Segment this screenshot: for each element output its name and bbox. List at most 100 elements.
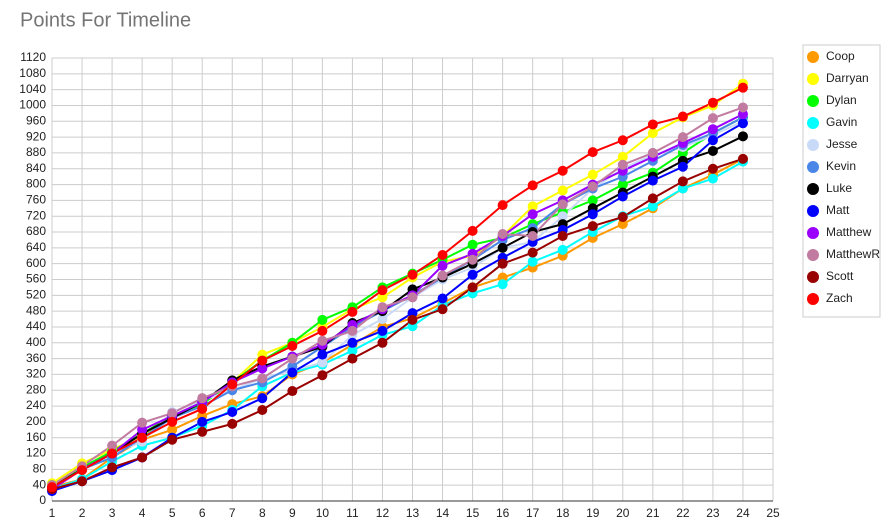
data-point (257, 405, 268, 416)
data-point (527, 180, 538, 191)
legend-label: Luke (826, 181, 852, 195)
data-point (647, 175, 658, 186)
data-point (137, 432, 148, 443)
data-point (557, 199, 568, 210)
chart-title: Points For Timeline (20, 9, 191, 31)
data-point (257, 373, 268, 384)
legend-marker (807, 293, 819, 305)
y-tick-label: 600 (26, 256, 46, 270)
data-point (707, 173, 718, 184)
data-point (587, 147, 598, 158)
data-point (317, 325, 328, 336)
data-point (287, 386, 298, 397)
x-tick-label: 15 (466, 506, 480, 520)
series-line (51, 135, 744, 489)
data-point (587, 209, 598, 220)
data-point (287, 367, 298, 378)
data-point (647, 201, 658, 212)
data-point (677, 161, 688, 172)
x-tick-label: 21 (646, 506, 660, 520)
y-tick-label: 960 (26, 113, 46, 127)
data-point (257, 363, 268, 374)
series-line (51, 157, 744, 491)
data-point (377, 314, 388, 325)
y-tick-label: 0 (39, 493, 46, 507)
data-point (707, 124, 718, 135)
data-point (407, 314, 418, 325)
data-point (407, 292, 418, 303)
data-point (317, 335, 328, 346)
y-tick-label: 1080 (19, 66, 46, 80)
x-tick-label: 12 (376, 506, 390, 520)
series-line (51, 160, 744, 491)
x-tick-label: 24 (736, 506, 750, 520)
data-point (167, 434, 178, 445)
y-tick-label: 480 (26, 303, 46, 317)
legend-label: Coop (826, 49, 855, 63)
data-point (587, 181, 598, 192)
data-point (527, 230, 538, 241)
data-point (437, 249, 448, 260)
data-point (707, 135, 718, 146)
data-point (617, 135, 628, 146)
data-point (707, 97, 718, 108)
x-tick-label: 16 (496, 506, 510, 520)
series-line (51, 120, 744, 490)
data-point (227, 379, 238, 390)
y-tick-label: 240 (26, 398, 46, 412)
data-point (497, 229, 508, 240)
x-tick-label: 9 (289, 506, 296, 520)
x-tick-label: 5 (169, 506, 176, 520)
data-point (107, 440, 118, 451)
legend-label: Darryan (826, 71, 869, 85)
data-point (437, 270, 448, 281)
data-point (377, 285, 388, 296)
legend-marker (807, 205, 819, 217)
data-point (167, 408, 178, 419)
legend-marker (807, 183, 819, 195)
x-tick-label: 2 (79, 506, 86, 520)
data-point (617, 159, 628, 170)
data-point (497, 242, 508, 253)
data-point (377, 292, 388, 303)
data-point (347, 325, 358, 336)
x-tick-label: 22 (676, 506, 690, 520)
legend-label: Jesse (826, 137, 858, 151)
legend-label: Zach (826, 291, 853, 305)
y-tick-label: 160 (26, 430, 46, 444)
series-line (51, 106, 744, 487)
data-point (317, 314, 328, 325)
data-point (647, 128, 658, 139)
data-point (467, 225, 478, 236)
data-point (317, 357, 328, 368)
x-tick-label: 4 (139, 506, 146, 520)
legend-label: Kevin (826, 159, 856, 173)
legend-marker (807, 51, 819, 63)
y-tick-label: 400 (26, 335, 46, 349)
y-tick-label: 560 (26, 272, 46, 286)
data-point (527, 209, 538, 220)
data-point (197, 393, 208, 404)
x-tick-label: 7 (229, 506, 236, 520)
data-point (257, 355, 268, 366)
legend-label: Scott (826, 269, 854, 283)
data-point (347, 353, 358, 364)
x-tick-label: 3 (109, 506, 116, 520)
data-point (497, 258, 508, 269)
data-point (587, 169, 598, 180)
data-point (317, 370, 328, 381)
data-point (437, 304, 448, 315)
y-tick-label: 520 (26, 287, 46, 301)
data-point (617, 212, 628, 223)
data-point (587, 221, 598, 232)
x-tick-label: 20 (616, 506, 630, 520)
data-point (617, 179, 628, 190)
data-point (287, 353, 298, 364)
series-line (51, 122, 744, 493)
x-tick-label: 8 (259, 506, 266, 520)
data-point (167, 416, 178, 427)
data-point (677, 183, 688, 194)
legend-label: Matthew (826, 225, 872, 239)
legend-box (802, 44, 881, 318)
